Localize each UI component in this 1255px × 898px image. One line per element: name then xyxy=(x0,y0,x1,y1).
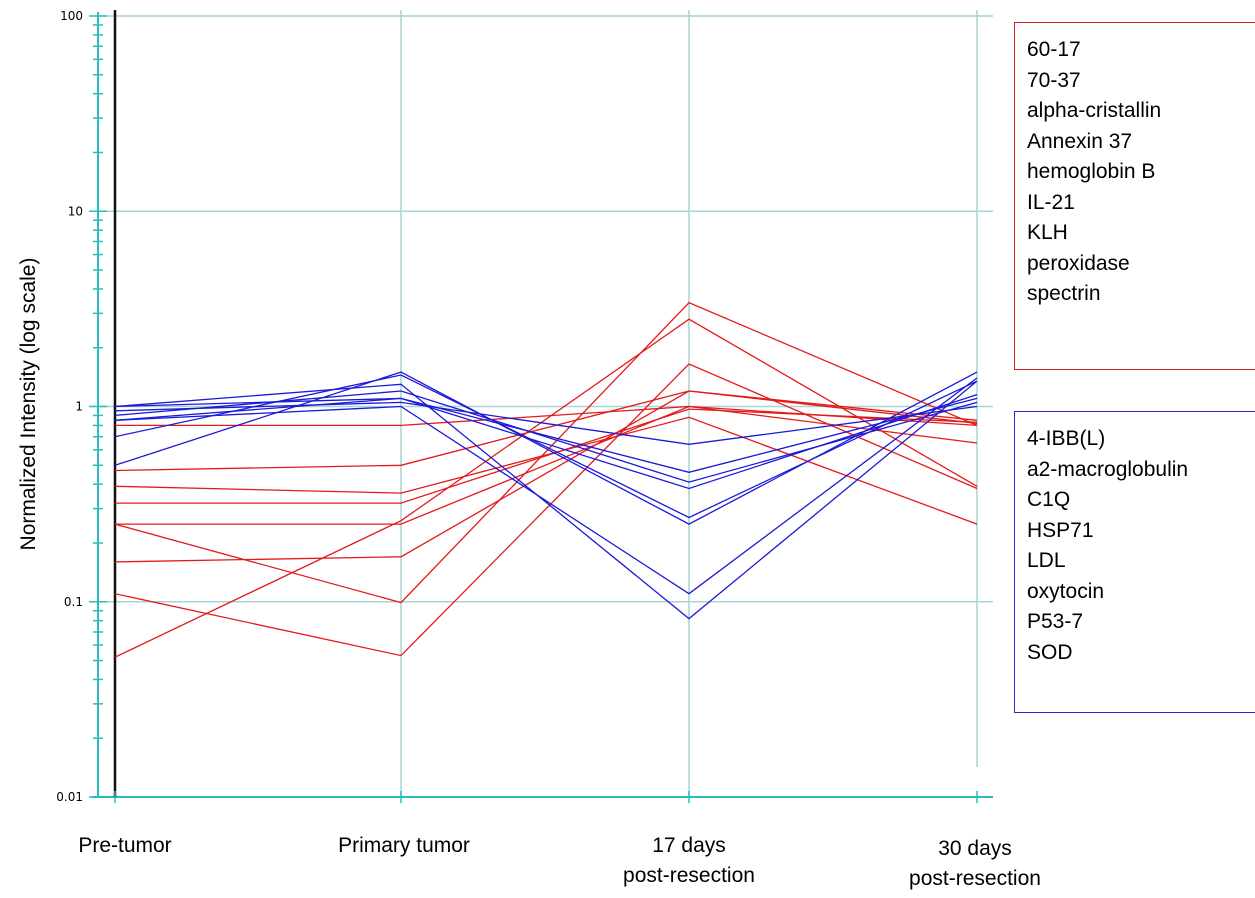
legend-item: HSP71 xyxy=(1027,518,1094,542)
legend-item: IL-21 xyxy=(1027,190,1075,214)
red-series-line xyxy=(115,408,978,504)
legend-item: 60-17 xyxy=(1027,38,1081,61)
legend-item: Annexin 37 xyxy=(1027,129,1133,153)
legend-item: P53-7 xyxy=(1027,610,1084,633)
y-tick-label: 10 xyxy=(68,204,83,218)
x-tick-label: 30 days post-resection xyxy=(909,834,1041,894)
y-tick-label: 100 xyxy=(60,9,83,23)
red-series-line xyxy=(114,416,978,525)
x-tick-label-line: 30 days xyxy=(938,837,1012,860)
legend-item: C1Q xyxy=(1027,488,1071,511)
axes: 100 10 1 0.1 0.01 xyxy=(56,9,993,804)
x-tick-label-line: 17 days xyxy=(652,834,726,857)
x-tick-label-line: post-resection xyxy=(623,864,755,887)
legend-item: peroxidase xyxy=(1027,251,1130,275)
legend-item: LDL xyxy=(1027,549,1066,572)
blue-series-line xyxy=(114,393,978,490)
red-series-line xyxy=(114,318,978,658)
series-lines xyxy=(114,301,978,658)
blue-series-line xyxy=(114,401,978,445)
legend-item: KLH xyxy=(1027,221,1068,244)
x-tick-label-line: Pre-tumor xyxy=(78,834,172,857)
blue-series-line xyxy=(114,380,978,620)
blue-series-line xyxy=(114,390,978,483)
x-tick-label-line: Primary tumor xyxy=(338,834,470,857)
x-tick-label-line: post-resection xyxy=(909,867,1041,890)
x-tick-label: 17 days post-resection xyxy=(623,831,755,891)
y-tick-label: 0.01 xyxy=(56,790,83,804)
x-tick-label: Pre-tumor xyxy=(78,831,171,861)
legend-item: spectrin xyxy=(1027,282,1101,305)
x-tick-label: Primary tumor xyxy=(338,831,470,861)
legend-item: oxytocin xyxy=(1027,579,1105,603)
red-series-line xyxy=(114,390,978,563)
y-tick-label: 0.1 xyxy=(64,595,83,609)
red-series-line xyxy=(114,301,978,604)
legend-item: hemoglobin B xyxy=(1027,160,1156,183)
blue-series-line xyxy=(114,377,978,595)
legend-red: 60-17 70-37 alpha-cristallin Annexin 37 hemo… xyxy=(1014,22,1255,370)
legend-item: a2-macroglobulin xyxy=(1027,457,1189,481)
red-series-line xyxy=(114,390,978,472)
blue-series-line xyxy=(114,374,978,519)
legend-item: 4-IBB(L) xyxy=(1027,427,1106,450)
legend-blue: 4-IBB(L) a2-macroglobulin C1Q HSP71 LDL oxyto… xyxy=(1014,411,1255,713)
y-axis-label: Normalized Intensity (log scale) xyxy=(17,257,40,551)
legend-item: SOD xyxy=(1027,640,1073,664)
y-tick-label: 1 xyxy=(75,400,83,414)
legend-item: 70-37 xyxy=(1027,68,1081,92)
blue-series-line xyxy=(114,397,978,473)
legend-item: alpha-cristallin xyxy=(1027,99,1162,122)
red-series-line xyxy=(114,363,978,657)
blue-series-line xyxy=(114,371,978,525)
